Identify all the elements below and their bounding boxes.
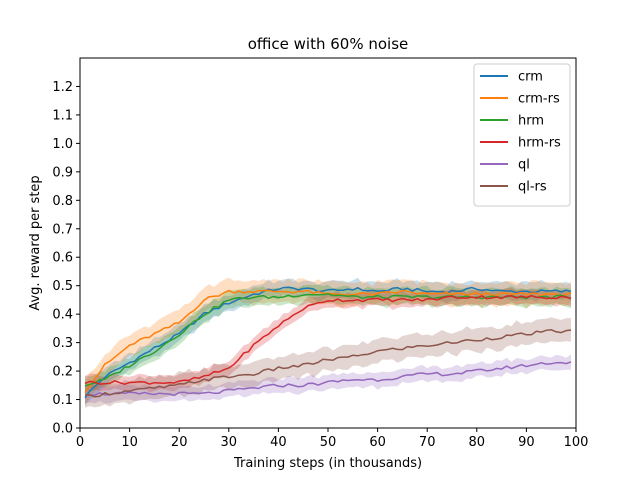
x-tick-label-50: 50 — [320, 435, 337, 450]
series-line-hrm-rs — [84, 294, 572, 385]
x-tick-label-90: 90 — [518, 435, 535, 450]
y-tick-label-0.5: 0.5 — [52, 279, 73, 294]
legend-label-ql-rs: ql-rs — [518, 180, 547, 195]
legend-label-crm: crm — [518, 70, 543, 85]
y-axis-ticks: 0.0 0.1 0.2 0.3 0.4 0.5 0.6 0.7 0.8 0.9 1.0 1.1 1.2 — [52, 80, 80, 437]
band-ql — [85, 354, 571, 404]
y-axis-label: Avg. reward per step — [28, 175, 43, 310]
series-lines — [84, 286, 572, 399]
y-tick-label-0.8: 0.8 — [52, 194, 73, 209]
x-tick-label-20: 20 — [171, 435, 188, 450]
y-tick-label-0.6: 0.6 — [52, 251, 73, 266]
x-tick-label-10: 10 — [121, 435, 138, 450]
x-tick-label-100: 100 — [564, 435, 589, 450]
x-axis-ticks: 0 10 20 30 40 50 60 70 80 90 100 — [76, 428, 589, 450]
series-line-hrm — [84, 293, 572, 387]
band-crm-rs — [85, 277, 571, 404]
legend-label-hrm-rs: hrm-rs — [518, 136, 561, 151]
y-tick-label-0.1: 0.1 — [52, 393, 73, 408]
band-crm — [85, 277, 571, 406]
x-axis-label: Training steps (in thousands) — [233, 456, 422, 471]
band-ql-rs — [85, 317, 571, 408]
y-tick-label-0.7: 0.7 — [52, 222, 73, 237]
series-line-ql-rs — [84, 329, 572, 398]
x-tick-label-30: 30 — [221, 435, 238, 450]
legend: crm crm-rs hrm hrm-rs ql ql-rs — [473, 63, 571, 207]
series-line-ql — [84, 361, 572, 397]
y-tick-label-0.9: 0.9 — [52, 165, 73, 180]
legend-box — [473, 63, 571, 207]
series-line-crm — [84, 286, 572, 399]
x-tick-label-70: 70 — [419, 435, 436, 450]
chart-title: office with 60% noise — [248, 35, 409, 53]
y-tick-label-0.4: 0.4 — [52, 308, 73, 323]
y-tick-label-0.0: 0.0 — [52, 422, 73, 437]
legend-label-crm-rs: crm-rs — [518, 92, 560, 107]
legend-label-ql: ql — [518, 158, 530, 173]
y-tick-label-1.1: 1.1 — [52, 108, 73, 123]
x-tick-label-40: 40 — [270, 435, 287, 450]
y-tick-label-0.3: 0.3 — [52, 336, 73, 351]
y-tick-label-0.2: 0.2 — [52, 365, 73, 380]
y-tick-label-1.0: 1.0 — [52, 137, 73, 152]
x-tick-label-0: 0 — [76, 435, 84, 450]
y-tick-label-1.2: 1.2 — [52, 80, 73, 95]
x-tick-label-60: 60 — [369, 435, 386, 450]
x-tick-label-80: 80 — [469, 435, 486, 450]
legend-label-hrm: hrm — [518, 114, 544, 129]
